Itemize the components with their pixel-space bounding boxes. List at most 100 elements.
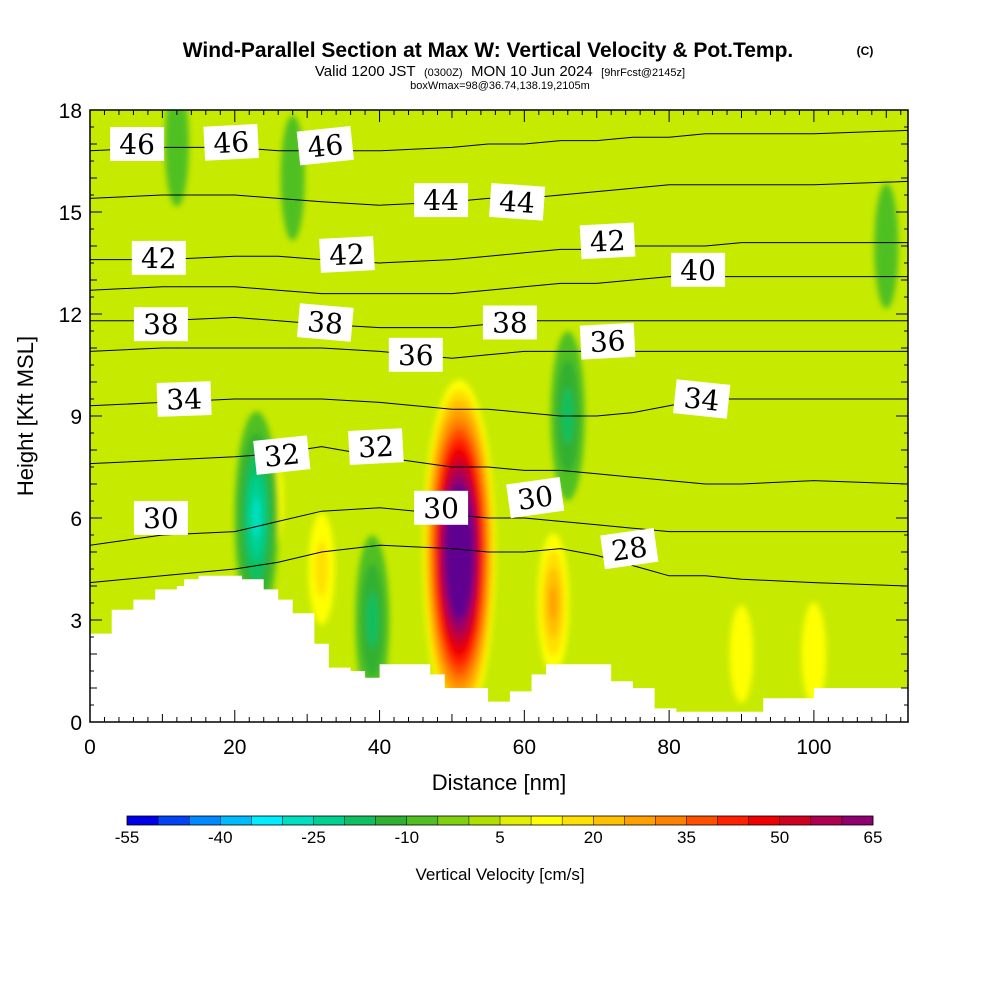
theta-contour-30 (90, 507, 908, 546)
velocity-feature (729, 605, 754, 703)
contour-label-box (296, 125, 354, 166)
theta-contour-28 (90, 544, 908, 587)
contour-label: 30 (506, 477, 565, 519)
chart-title: Wind-Parallel Section at Max W: Vertical… (183, 39, 794, 62)
contour-label-text: 38 (306, 305, 344, 341)
contour-label-box (488, 182, 546, 221)
contour-label-box (203, 123, 260, 161)
y-tick-label: 0 (70, 712, 82, 735)
contour-label-text: 36 (589, 324, 626, 359)
colorbar-swatch (655, 816, 687, 825)
colorbar-swatch (562, 816, 594, 825)
contour-label: 28 (600, 528, 659, 570)
contour-label-box (671, 252, 726, 287)
colorbar-swatch (251, 816, 283, 825)
contour-label-box (579, 322, 636, 360)
velocity-band (252, 496, 261, 540)
velocity-feature (355, 535, 390, 705)
colorbar-tick-label: -55 (115, 828, 140, 847)
contour-label-text: 44 (423, 184, 459, 217)
chart-subtitle: Valid 1200 JST (0300Z) MON 10 Jun 2024 [… (315, 63, 685, 80)
colorbar-swatch (437, 816, 470, 825)
colorbar-swatch (717, 816, 749, 825)
colorbar-swatch (189, 816, 221, 825)
colorbar-swatch (220, 816, 252, 825)
contour-label-text: 42 (589, 224, 626, 259)
velocity-band (456, 542, 463, 562)
colorbar-swatch (282, 816, 314, 825)
contour-label-text: 46 (306, 128, 345, 165)
theta-contour-42 (90, 242, 908, 264)
colorbar-swatch (158, 816, 190, 825)
colorbar-tick-label: 65 (864, 828, 883, 847)
velocity-feature (164, 110, 189, 207)
velocity-band (729, 605, 754, 703)
colorbar-swatch (624, 816, 656, 825)
contour-label-text: 34 (166, 382, 203, 416)
contour-label: 38 (296, 303, 354, 342)
subtitle-valid: Valid 1200 JST (315, 63, 416, 80)
colorbar: -55 -40 -25 -10 5 20 35 50 65 (115, 815, 883, 847)
x-tick-label: 0 (84, 736, 96, 759)
subtitle-forecast: [9hrFcst@2145z] (601, 67, 685, 79)
contour-label-box (110, 127, 165, 161)
x-tick-label: 80 (657, 736, 680, 759)
colorbar-swatch (406, 816, 439, 825)
contour-label-text: 42 (141, 242, 177, 275)
velocity-feature (308, 513, 335, 625)
colorbar-tick-label: 50 (770, 828, 789, 847)
colorbar-tick-label: -10 (394, 828, 419, 847)
contour-label-text: 30 (143, 502, 179, 535)
velocity-feature (537, 533, 570, 673)
contour-labels: 46 46 46 44 44 42 42 42 40 38 38 38 36 36 34 34 32 32 30 30… (110, 123, 731, 570)
subtitle-date: MON 10 Jun 2024 (471, 63, 593, 80)
x-tick-label: 40 (368, 736, 391, 759)
colorbar-swatch (531, 816, 563, 825)
contour-label: 30 (133, 501, 188, 535)
colorbar-tick-label: -25 (301, 828, 326, 847)
contour-label: 40 (671, 252, 726, 287)
theta-contour-46 (90, 129, 908, 152)
contour-label-text: 32 (357, 430, 394, 465)
velocity-band (874, 183, 899, 309)
velocity-band (801, 602, 827, 706)
velocity-band (164, 110, 189, 207)
contour-label-text: 38 (143, 308, 179, 341)
contour-label: 30 (414, 490, 469, 525)
velocity-feature (874, 183, 899, 309)
colorbar-swatch (593, 816, 625, 825)
contour-label-text: 30 (515, 479, 555, 517)
contour-label-text: 30 (423, 492, 459, 525)
x-axis: 0 20 40 60 80 100 (84, 110, 902, 759)
contour-label-box (133, 501, 188, 535)
contour-label: 34 (156, 381, 212, 417)
contour-label: 42 (319, 236, 375, 273)
y-tick-label: 6 (70, 508, 82, 531)
copyright-mark: (C) (857, 44, 874, 58)
terrain-mask (90, 575, 908, 722)
y-tick-label: 18 (59, 100, 82, 123)
contour-label-box (296, 303, 354, 342)
y-tick-label: 15 (59, 202, 82, 225)
colorbar-swatch (779, 816, 812, 825)
colorbar-swatch (127, 816, 159, 825)
contour-label-box (319, 236, 375, 273)
contour-label: 32 (348, 428, 404, 465)
contour-label-box (579, 222, 636, 260)
y-tick-label: 3 (70, 610, 82, 633)
contour-label-box (506, 477, 565, 519)
contour-label-text: 38 (492, 307, 528, 340)
contour-label-box (600, 528, 659, 570)
x-tick-label: 20 (223, 736, 246, 759)
colorbar-tick-label: 20 (584, 828, 603, 847)
colorbar-tick-label: 5 (495, 828, 504, 847)
contour-label-text: 34 (682, 381, 721, 418)
colorbar-swatch (468, 816, 501, 825)
contour-label-box (133, 307, 188, 342)
contour-label: 38 (482, 305, 537, 340)
colorbar-swatch (841, 816, 874, 825)
y-tick-label: 12 (59, 304, 82, 327)
colorbar-swatch (810, 816, 843, 825)
x-tick-label: 60 (513, 736, 536, 759)
